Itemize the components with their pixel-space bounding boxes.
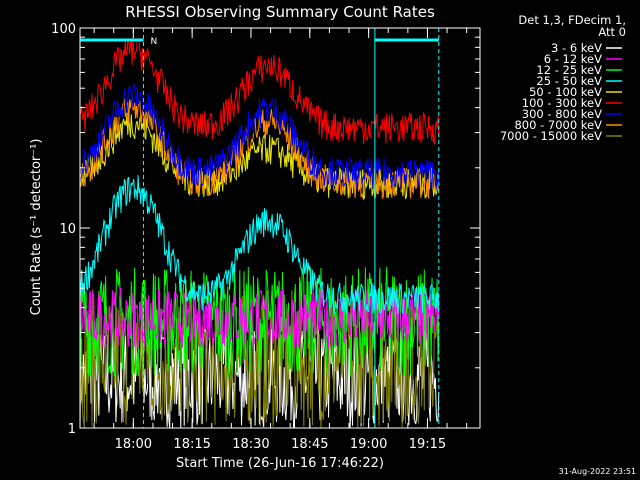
- legend-entry-label: 800 - 7000 keV: [514, 118, 602, 132]
- x-tick-label: 18:45: [291, 437, 328, 452]
- series-line: [80, 36, 440, 145]
- series-line: [80, 82, 440, 190]
- legend-entry-label: 12 - 25 keV: [536, 63, 602, 77]
- series-100-300-keV: [80, 36, 440, 145]
- x-tick-label: 19:00: [350, 437, 387, 452]
- legend-entry-label: 100 - 300 keV: [522, 96, 602, 110]
- legend-entry-label: 3 - 6 keV: [551, 41, 602, 55]
- y-tick-label: 100: [51, 22, 76, 37]
- legend-header-line: Det 1,3, FDecim 1,: [518, 13, 626, 27]
- legend-header-line: Att 0: [598, 25, 626, 39]
- chart-title: RHESSI Observing Summary Count Rates: [125, 3, 435, 21]
- series-50-100-keV: [80, 112, 440, 201]
- series-line: [80, 175, 440, 315]
- legend-entry-label: 6 - 12 keV: [544, 52, 602, 66]
- legend-entry-label: 50 - 100 keV: [529, 85, 602, 99]
- observation-marker-1: [374, 28, 440, 428]
- axes: 1 10 100 18:00 18:15 18:30 18:45 19:00 19:15: [51, 22, 481, 452]
- legend-entry-label: 25 - 50 keV: [536, 74, 602, 88]
- x-tick-label: 19:15: [409, 437, 446, 452]
- x-axis-label: Start Time (26-Jun-16 17:46:22): [176, 456, 384, 471]
- series-line: [80, 266, 440, 377]
- x-tick-label: 18:30: [232, 437, 269, 452]
- series-line: [80, 287, 440, 349]
- legend-entry-label: 7000 - 15000 keV: [500, 129, 602, 143]
- legend-entry-label: 300 - 800 keV: [522, 107, 602, 121]
- marker-label: N: [151, 37, 158, 47]
- x-tick-label: 18:15: [173, 437, 210, 452]
- series-line: [80, 112, 440, 201]
- series-300-800-keV: [80, 82, 440, 190]
- generation-timestamp: 31-Aug-2022 23:51: [559, 467, 636, 476]
- series-12-25-keV: [80, 266, 440, 377]
- series-6-12-keV: [80, 287, 440, 349]
- series-25-50-keV: [80, 175, 440, 315]
- plot-area: N: [79, 28, 440, 428]
- y-axis-label: Count Rate (s⁻¹ detector⁻¹): [29, 139, 44, 316]
- x-tick-label: 18:00: [115, 437, 152, 452]
- y-tick-label: 10: [59, 222, 76, 237]
- y-tick-label: 1: [68, 422, 76, 437]
